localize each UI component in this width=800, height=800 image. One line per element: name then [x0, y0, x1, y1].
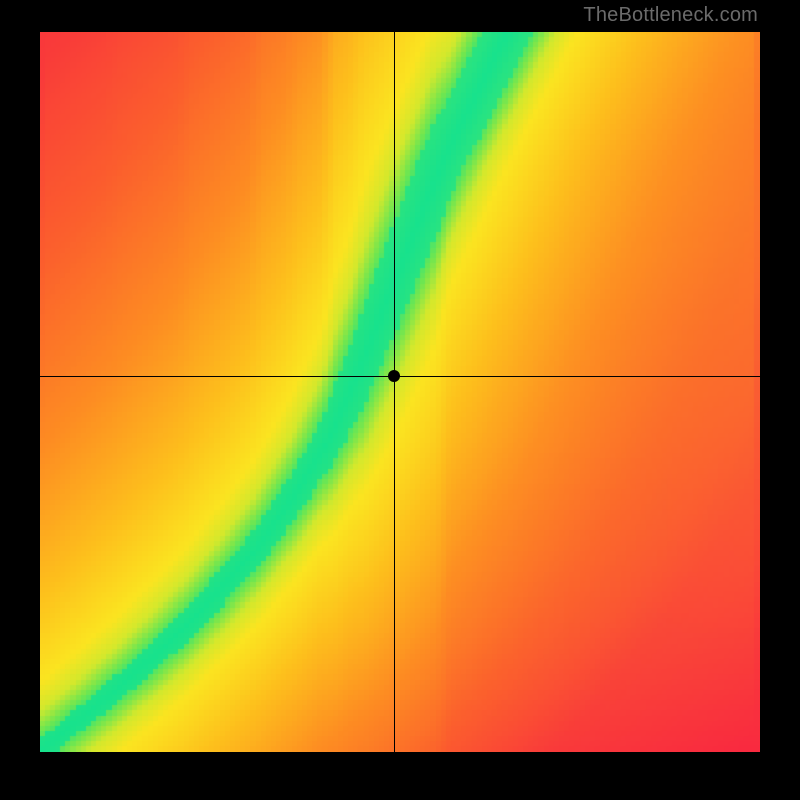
- heatmap-plot: [40, 32, 760, 752]
- root: TheBottleneck.com: [0, 0, 800, 800]
- marker-dot: [388, 370, 400, 382]
- heatmap-canvas: [40, 32, 760, 752]
- crosshair-vertical: [394, 32, 395, 752]
- watermark-text: TheBottleneck.com: [583, 4, 758, 27]
